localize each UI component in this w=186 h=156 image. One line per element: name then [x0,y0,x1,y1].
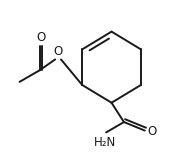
Text: O: O [54,45,63,58]
Text: H₂N: H₂N [94,136,116,149]
Text: O: O [37,32,46,44]
Text: O: O [147,125,156,138]
